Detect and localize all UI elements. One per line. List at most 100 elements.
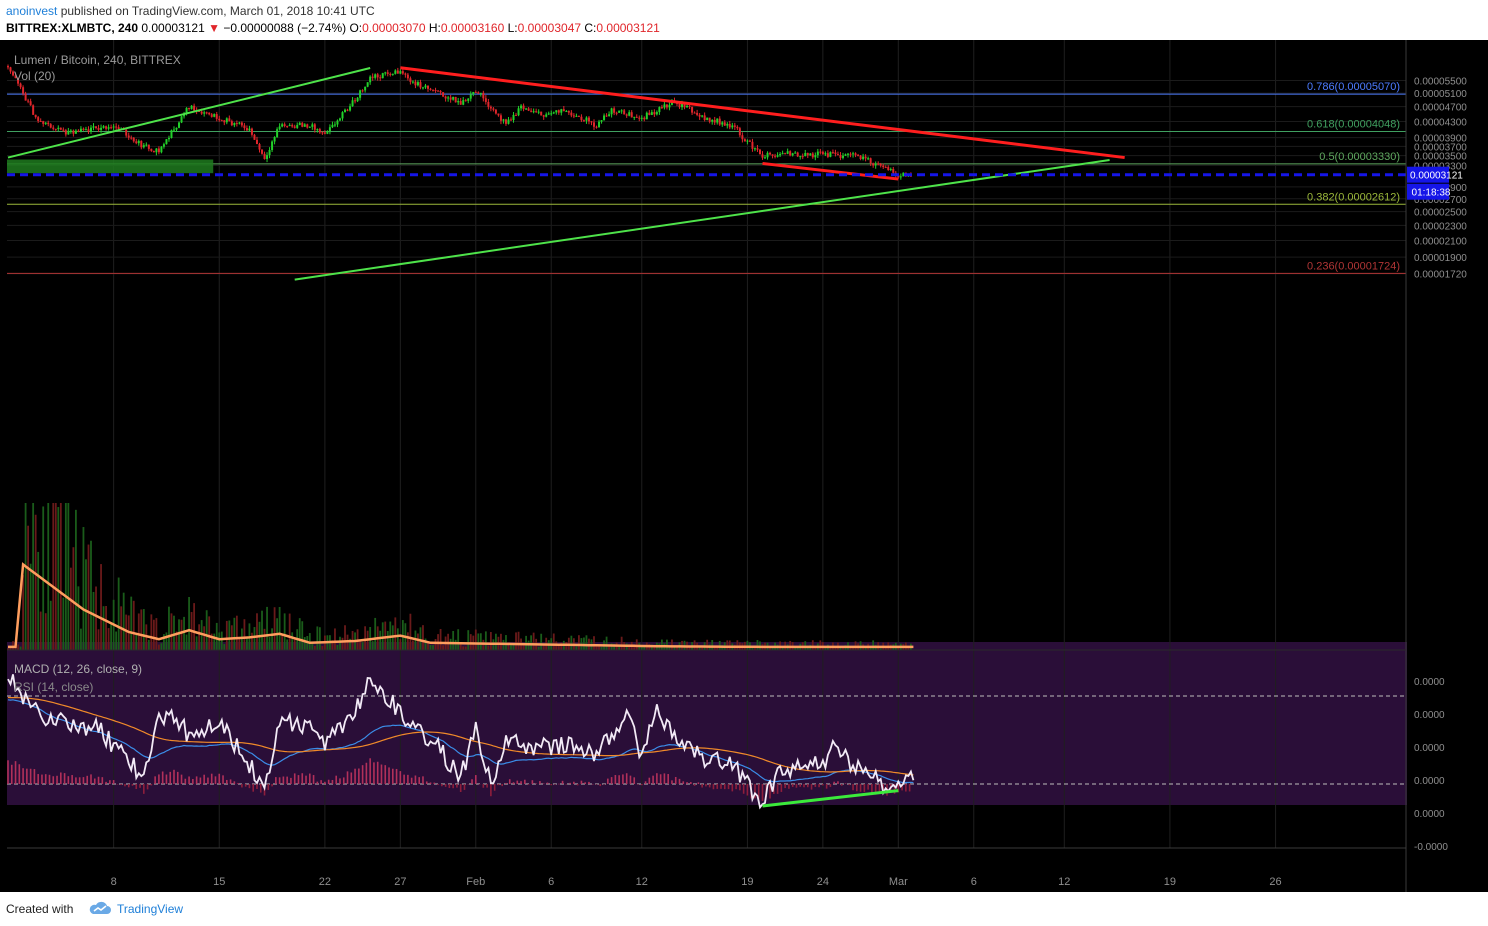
candle-body: [105, 126, 108, 129]
volume-bar: [525, 635, 527, 650]
candle-body: [686, 105, 689, 108]
candle-body: [293, 126, 296, 128]
macd-histogram-bar: [656, 773, 658, 784]
macd-histogram-bar: [456, 784, 458, 788]
candle-body: [459, 101, 462, 105]
candle-body: [210, 114, 213, 117]
candle-body: [741, 135, 744, 140]
volume-bar: [608, 646, 610, 650]
candle-body: [160, 146, 163, 153]
publish-text: published on TradingView.com, March 01, …: [57, 4, 375, 18]
macd-histogram-bar: [407, 774, 409, 784]
volume-bar: [897, 648, 900, 650]
volume-bar: [517, 631, 520, 650]
macd-histogram-bar: [158, 774, 160, 784]
macd-histogram-bar: [380, 764, 383, 784]
fib-level-label: 0.5(0.00003330): [1319, 151, 1400, 163]
candle-body: [429, 88, 432, 90]
macd-histogram-bar: [7, 760, 9, 784]
candle-body: [592, 122, 595, 127]
candle-body: [643, 117, 646, 120]
volume-bar: [44, 613, 47, 650]
tradingview-link[interactable]: TradingView: [117, 902, 184, 916]
macd-histogram-bar: [376, 761, 379, 784]
volume-bar: [477, 633, 480, 650]
candle-body: [565, 111, 568, 113]
volume-bar: [522, 645, 525, 650]
candle-body: [107, 127, 110, 129]
candle-body: [97, 128, 100, 130]
macd-histogram-bar: [833, 781, 835, 784]
high-label: H:: [428, 21, 441, 35]
volume-bar: [386, 631, 389, 650]
candle-body: [12, 71, 15, 76]
candle-body: [452, 96, 455, 100]
macd-histogram-bar: [769, 784, 771, 799]
candle-body: [884, 167, 887, 169]
candle-body: [484, 98, 487, 102]
candle-body: [826, 153, 829, 157]
candle-body: [635, 116, 638, 118]
macd-legend: MACD (12, 26, close, 9): [14, 662, 142, 676]
candle-body: [693, 112, 696, 114]
macd-histogram-bar: [135, 784, 138, 790]
macd-histogram-bar: [837, 781, 839, 784]
macd-histogram-bar: [75, 777, 77, 784]
macd-histogram-bar: [622, 774, 624, 784]
volume-bar: [301, 621, 304, 650]
macd-histogram-bar: [573, 781, 575, 784]
y-tick-label: 0.00004300: [1414, 117, 1467, 128]
macd-histogram-bar: [776, 784, 779, 794]
candle-body: [419, 82, 422, 88]
volume-bar: [701, 645, 704, 650]
candle-body: [414, 81, 417, 86]
volume-bar: [661, 639, 663, 650]
candle-body: [248, 128, 251, 131]
volume-bar: [140, 609, 143, 650]
candle-body: [157, 148, 160, 153]
candle-body: [427, 85, 430, 89]
x-tick-label: 19: [741, 876, 753, 888]
candle-body: [623, 110, 626, 115]
volume-bar: [505, 635, 507, 650]
volume-bar: [160, 643, 163, 650]
macd-histogram-bar: [739, 784, 741, 791]
volume-bar: [75, 509, 77, 650]
volume-bar: [115, 631, 118, 650]
volume-bar: [811, 640, 814, 650]
volume-bar: [238, 638, 241, 650]
candle-body: [678, 103, 681, 108]
volume-bar: [117, 577, 120, 650]
author-link[interactable]: anoinvest: [6, 4, 58, 18]
volume-bar: [728, 640, 731, 650]
candle-body: [469, 94, 472, 99]
volume-bar: [72, 547, 75, 650]
macd-histogram-bar: [33, 769, 36, 784]
volume-bar: [303, 637, 306, 650]
volume-bar: [168, 606, 170, 650]
candle-body: [369, 76, 372, 83]
macd-histogram-bar: [218, 773, 221, 784]
macd-histogram-bar: [346, 771, 349, 784]
countdown-label: 01:18:38: [1412, 188, 1451, 199]
chart-canvas[interactable]: 0.786(0.00005070) 0.618(0.00004048) 0.5(0.…: [0, 40, 1488, 892]
macd-histogram-bar: [150, 784, 153, 786]
macd-histogram-bar: [286, 776, 288, 784]
volume-bar: [578, 635, 580, 650]
candle-body: [394, 70, 397, 74]
macd-histogram-bar: [365, 762, 368, 784]
x-tick-label: Mar: [889, 876, 908, 888]
volume-bar: [489, 632, 492, 650]
macd-histogram-bar: [244, 784, 247, 787]
y-tick-label: 0.00002100: [1414, 237, 1467, 248]
candle-body: [733, 125, 736, 127]
candle-body: [432, 89, 435, 91]
macd-histogram-bar: [644, 781, 647, 784]
macd-histogram-bar: [686, 782, 688, 784]
macd-histogram-bar: [459, 784, 462, 793]
macd-histogram-bar: [203, 774, 205, 784]
candle-body: [308, 126, 311, 128]
volume-bar: [147, 639, 150, 650]
macd-histogram-bar: [652, 775, 654, 784]
candle-body: [336, 120, 339, 125]
